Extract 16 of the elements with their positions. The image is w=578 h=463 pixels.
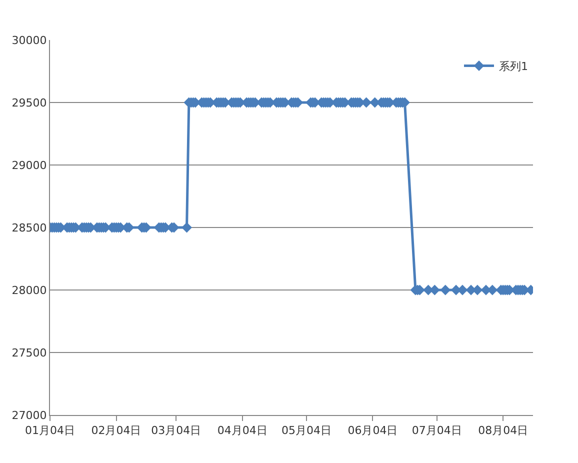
y-tick-label: 29000 [12, 158, 47, 172]
y-tick-label: 28000 [12, 284, 47, 297]
y-tick-label: 28500 [12, 221, 47, 234]
x-tick-label: 02月04日 [91, 424, 142, 438]
y-tick-label: 30000 [12, 34, 47, 47]
y-tick-label: 27500 [12, 346, 47, 360]
legend-label: 系列1 [499, 60, 528, 74]
x-tick-label: 05月04日 [281, 424, 332, 438]
y-tick-label: 29500 [12, 96, 47, 110]
y-tick-label: 27000 [12, 408, 47, 422]
x-tick-label: 06月04日 [348, 424, 398, 438]
x-tick-label: 01月04日 [25, 424, 75, 438]
x-tick-label: 07月04日 [412, 424, 462, 438]
x-tick-label: 08月04日 [478, 424, 528, 438]
x-tick-label: 04月04日 [217, 424, 268, 438]
x-tick-label: 03月04日 [151, 424, 202, 438]
